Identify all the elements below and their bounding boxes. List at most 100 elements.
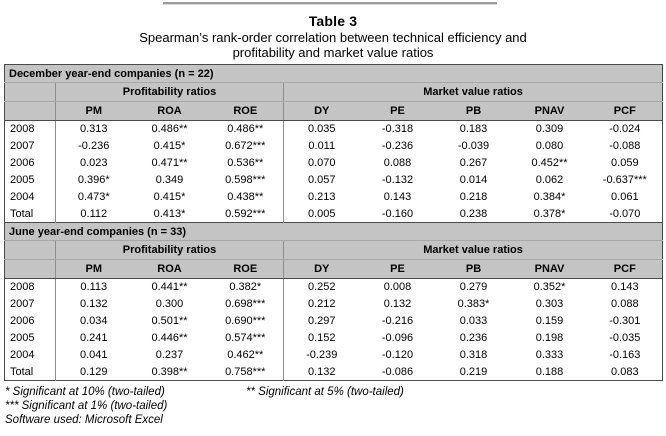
group-header-row: Profitability ratios Market value ratios — [4, 82, 663, 102]
value-cell: 0.152 — [283, 329, 360, 347]
value-cell: 0.011 — [283, 137, 360, 155]
column-header-pe: PE — [359, 101, 436, 121]
value-cell: 0.486** — [131, 120, 208, 138]
footnote-sig10: * Significant at 10% (two-tailed) — [5, 386, 165, 398]
value-cell: -0.120 — [359, 346, 436, 364]
value-cell: 0.690*** — [207, 312, 284, 330]
value-cell: 0.438** — [207, 188, 284, 206]
value-cell: 0.212 — [283, 295, 360, 313]
value-cell: 0.383* — [435, 295, 512, 313]
table-row: Total 0.112 0.413* 0.592*** 0.005 -0.160 0.238… — [4, 205, 663, 223]
column-header-roe: ROE — [207, 259, 284, 279]
value-cell: 0.698*** — [207, 295, 284, 313]
corner-cell — [4, 259, 56, 279]
value-cell: 0.349 — [131, 171, 208, 189]
value-cell: 0.061 — [587, 188, 663, 206]
value-cell: 0.132 — [55, 295, 132, 313]
value-cell: 0.473* — [55, 188, 132, 206]
value-cell: -0.086 — [359, 363, 436, 381]
value-cell: 0.471** — [131, 154, 208, 172]
year-cell: 2008 — [4, 120, 56, 138]
column-header-pcf: PCF — [587, 101, 663, 121]
year-cell: Total — [4, 205, 56, 223]
value-cell: 0.501** — [131, 312, 208, 330]
value-cell: 0.313 — [55, 120, 132, 138]
value-cell: -0.163 — [587, 346, 663, 364]
table-row: 2006 0.023 0.471** 0.536** 0.070 0.088 0.267 0.… — [4, 154, 663, 172]
value-cell: 0.213 — [283, 188, 360, 206]
value-cell: 0.219 — [435, 363, 512, 381]
group-header-market: Market value ratios — [283, 240, 663, 260]
footnotes: * Significant at 10% (two-tailed) ** Sig… — [5, 385, 666, 427]
value-cell: 0.384* — [511, 188, 588, 206]
value-cell: 0.415* — [131, 137, 208, 155]
year-cell: 2006 — [4, 154, 56, 172]
value-cell: -0.088 — [587, 137, 663, 155]
column-header-pcf: PCF — [587, 259, 663, 279]
value-cell: 0.129 — [55, 363, 132, 381]
value-cell: 0.309 — [511, 120, 588, 138]
value-cell: -0.301 — [587, 312, 663, 330]
year-cell: Total — [4, 363, 56, 381]
year-cell: 2004 — [4, 346, 56, 364]
table-row: 2007 -0.236 0.415* 0.672*** 0.011 -0.236 -0.03… — [4, 137, 663, 155]
value-cell: 0.198 — [511, 329, 588, 347]
year-cell: 2005 — [4, 171, 56, 189]
value-cell: 0.303 — [511, 295, 588, 313]
value-cell: 0.333 — [511, 346, 588, 364]
value-cell: -0.236 — [55, 137, 132, 155]
value-cell: -0.096 — [359, 329, 436, 347]
value-cell: 0.592*** — [207, 205, 284, 223]
column-header-pe: PE — [359, 259, 436, 279]
column-header-dy: DY — [283, 259, 360, 279]
value-cell: -0.216 — [359, 312, 436, 330]
value-cell: 0.318 — [435, 346, 512, 364]
value-cell: 0.080 — [511, 137, 588, 155]
table-subtitle-line-1: Spearman’s rank-order correlation betwee… — [139, 30, 527, 45]
value-cell: 0.113 — [55, 278, 132, 296]
footnote-sig5: ** Significant at 5% (two-tailed) — [246, 386, 404, 398]
column-header-pm: PM — [55, 101, 132, 121]
value-cell: 0.062 — [511, 171, 588, 189]
value-cell: 0.237 — [131, 346, 208, 364]
section-band-label: December year-end companies (n = 22) — [4, 64, 663, 83]
value-cell: 0.413* — [131, 205, 208, 223]
value-cell: 0.378* — [511, 205, 588, 223]
corner-cell — [4, 101, 56, 121]
section-band-label: June year-end companies (n = 33) — [4, 222, 663, 241]
table-row: 2007 0.132 0.300 0.698*** 0.212 0.132 0.383* 0.… — [4, 295, 663, 313]
value-cell: 0.088 — [587, 295, 663, 313]
value-cell: 0.059 — [587, 154, 663, 172]
column-header-roa: ROA — [131, 101, 208, 121]
value-cell: 0.238 — [435, 205, 512, 223]
value-cell: 0.057 — [283, 171, 360, 189]
value-cell: 0.598*** — [207, 171, 284, 189]
top-horizontal-rule — [163, 2, 497, 5]
table-title: Table 3 — [308, 13, 358, 29]
year-cell: 2008 — [4, 278, 56, 296]
table-subtitle-line-2: profitability and market value ratios — [232, 45, 434, 60]
value-cell: 0.035 — [283, 120, 360, 138]
value-cell: 0.574*** — [207, 329, 284, 347]
value-cell: 0.536** — [207, 154, 284, 172]
value-cell: 0.041 — [55, 346, 132, 364]
value-cell: 0.452** — [511, 154, 588, 172]
section-band-december: December year-end companies (n = 22) — [4, 64, 663, 83]
value-cell: 0.014 — [435, 171, 512, 189]
table-row: 2005 0.396* 0.349 0.598*** 0.057 -0.132 0.014 0… — [4, 171, 663, 189]
value-cell: 0.023 — [55, 154, 132, 172]
group-header-profitability: Profitability ratios — [55, 82, 284, 102]
value-cell: 0.267 — [435, 154, 512, 172]
value-cell: -0.239 — [283, 346, 360, 364]
value-cell: 0.279 — [435, 278, 512, 296]
value-cell: 0.297 — [283, 312, 360, 330]
correlation-table: December year-end companies (n = 22) Pro… — [4, 64, 664, 381]
value-cell: 0.143 — [359, 188, 436, 206]
column-header-row: PM ROA ROE DY PE PB PNAV PCF — [4, 259, 663, 279]
value-cell: 0.008 — [359, 278, 436, 296]
value-cell: -0.236 — [359, 137, 436, 155]
value-cell: 0.088 — [359, 154, 436, 172]
value-cell: 0.188 — [511, 363, 588, 381]
value-cell: 0.183 — [435, 120, 512, 138]
